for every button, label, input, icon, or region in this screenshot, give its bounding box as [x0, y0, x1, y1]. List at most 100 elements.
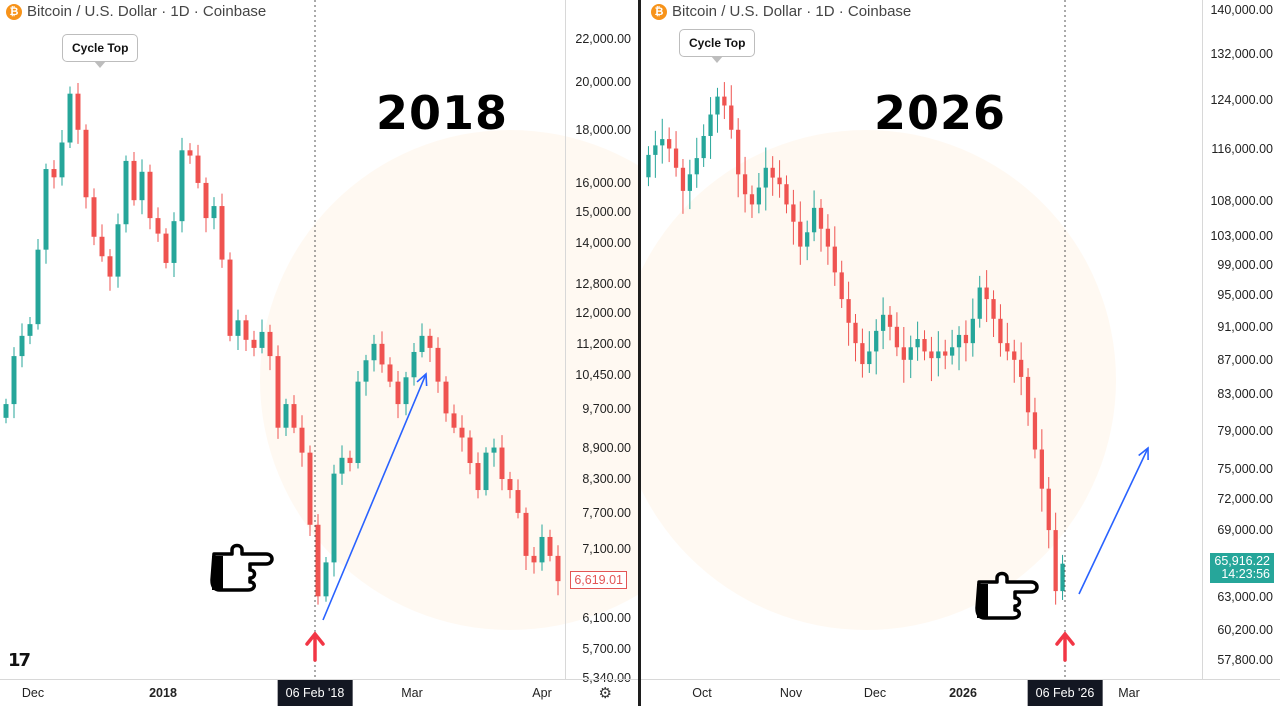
- candle-body: [515, 490, 521, 513]
- candle-body: [1018, 359, 1024, 377]
- candle-body: [219, 206, 225, 260]
- candle-body: [922, 339, 927, 352]
- candlestick-chart-2026[interactable]: [641, 0, 1280, 706]
- candle-body: [956, 334, 962, 348]
- last-price-tag: 6,619.01: [570, 571, 627, 589]
- trend-arrow-line: [1078, 447, 1149, 595]
- x-tick-apr: Apr: [532, 686, 552, 700]
- y-tick-label: 6,100.00: [582, 610, 631, 625]
- candle-body: [187, 150, 193, 156]
- y-tick-label: 60,200.00: [1217, 623, 1273, 638]
- y-tick-label: 99,000.00: [1217, 257, 1273, 272]
- price-axis[interactable]: 22,000.00 20,000.00 18,000.00 16,000.00 15,0…: [565, 0, 638, 685]
- y-tick-label: 79,000.00: [1217, 423, 1273, 438]
- candle-body: [736, 129, 741, 175]
- y-tick-label: 116,000.00: [1211, 141, 1273, 156]
- candle-body: [729, 105, 734, 130]
- candle-body: [1032, 412, 1038, 450]
- candle-body: [805, 232, 810, 247]
- candle-body: [395, 381, 401, 405]
- candle-body: [1025, 376, 1031, 413]
- price-axis[interactable]: 140,000.00 132,000.00 124,000.00 116,000.00…: [1202, 0, 1280, 680]
- candle-body: [211, 206, 217, 219]
- candle-body: [811, 207, 817, 233]
- candle-body: [894, 326, 900, 348]
- candle-body: [19, 335, 25, 357]
- time-axis[interactable]: Dec 2018 06 Feb '18 Mar Apr ⚙: [0, 679, 638, 706]
- y-tick-label: 91,000.00: [1217, 319, 1273, 334]
- pointing-hand-icon: [210, 543, 274, 592]
- red-up-arrow-icon: [1055, 631, 1075, 662]
- candle-body: [708, 114, 713, 136]
- candle-body: [483, 452, 489, 491]
- candle-body: [307, 452, 313, 525]
- candle-body: [123, 160, 129, 225]
- y-tick-label: 18,000.00: [575, 122, 631, 137]
- candle-body: [315, 524, 321, 597]
- candle-body: [371, 343, 377, 361]
- time-axis[interactable]: Oct Nov Dec 2026 06 Feb '26 Mar: [641, 679, 1280, 706]
- year-label: 2018: [376, 86, 509, 140]
- candlestick-chart-2018[interactable]: [0, 0, 638, 706]
- y-tick-label: 108,000.00: [1210, 194, 1273, 209]
- x-tick-nov: Nov: [779, 686, 803, 700]
- y-tick-label: 83,000.00: [1217, 387, 1273, 402]
- candle-body: [43, 169, 49, 250]
- candle-body: [11, 356, 17, 405]
- x-tick-mar: Mar: [401, 686, 423, 700]
- x-tick-dec: Dec: [21, 686, 45, 700]
- candle-body: [832, 246, 837, 273]
- year-label: 2026: [874, 86, 1007, 140]
- x-tick-2018: 2018: [149, 686, 177, 700]
- candle-countdown: 14:23:56: [1221, 567, 1270, 581]
- trend-arrow-line: [322, 373, 427, 621]
- candle-body: [970, 318, 975, 344]
- chart-panel-2026[interactable]: ₿ Bitcoin / U.S. Dollar · 1D · Coinbase …: [641, 0, 1280, 706]
- candle-body: [977, 287, 982, 319]
- candle-body: [267, 331, 273, 357]
- candle-body: [347, 457, 353, 464]
- candle-body: [147, 171, 153, 219]
- chart-header: ₿ Bitcoin / U.S. Dollar · 1D · Coinbase: [6, 3, 266, 20]
- y-tick-label: 124,000.00: [1210, 92, 1273, 107]
- candle-body: [251, 339, 257, 348]
- pointing-hand-icon: [975, 571, 1039, 620]
- candle-body: [984, 287, 989, 300]
- candle-body: [673, 148, 679, 168]
- crosshair-date-badge: 06 Feb '18: [277, 680, 353, 706]
- candle-body: [680, 167, 686, 191]
- y-tick-label: 15,000.00: [575, 205, 631, 220]
- candle-body: [660, 139, 665, 146]
- settings-gear-icon[interactable]: ⚙: [598, 684, 612, 702]
- candle-body: [155, 218, 161, 234]
- bitcoin-watermark: [641, 130, 1116, 630]
- candle-body: [115, 224, 121, 277]
- candle-body: [867, 351, 872, 365]
- trend-arrow-head: [416, 372, 428, 387]
- tradingview-logo: 17: [8, 650, 31, 671]
- y-tick-label: 22,000.00: [575, 32, 631, 47]
- candle-body: [949, 347, 955, 356]
- candle-body: [887, 314, 893, 327]
- trend-arrow-head: [1138, 446, 1149, 461]
- bitcoin-icon: ₿: [6, 3, 22, 20]
- candle-body: [722, 96, 727, 106]
- candle-body: [742, 174, 748, 195]
- candle-body: [283, 404, 289, 428]
- candle-body: [139, 171, 145, 201]
- candle-body: [853, 322, 858, 344]
- y-tick-label: 95,000.00: [1217, 288, 1273, 303]
- candle-body: [331, 473, 337, 563]
- candle-body: [763, 167, 768, 188]
- chart-panel-2018[interactable]: ₿ Bitcoin / U.S. Dollar · 1D · Coinbase …: [0, 0, 638, 706]
- y-tick-label: 8,900.00: [582, 440, 631, 455]
- candle-body: [259, 331, 265, 348]
- candles-group: [3, 82, 561, 605]
- candle-body: [507, 479, 513, 491]
- y-tick-label: 75,000.00: [1217, 461, 1273, 476]
- candle-body: [784, 184, 789, 205]
- candle-body: [51, 169, 57, 178]
- candle-body: [929, 351, 934, 359]
- candle-body: [798, 221, 803, 247]
- candle-body: [1053, 530, 1058, 592]
